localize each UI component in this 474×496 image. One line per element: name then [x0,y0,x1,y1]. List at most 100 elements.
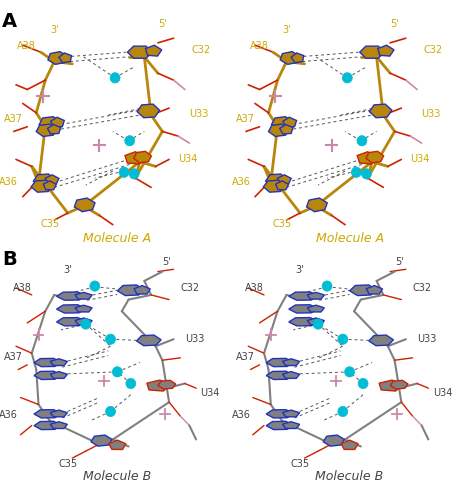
Polygon shape [50,422,67,429]
Polygon shape [50,410,67,417]
Text: C32: C32 [412,283,432,293]
Polygon shape [357,152,376,164]
Polygon shape [147,380,170,391]
Polygon shape [137,335,161,346]
Circle shape [119,167,129,178]
Text: 3': 3' [296,265,304,275]
Polygon shape [360,46,384,58]
Text: U34: U34 [433,388,452,398]
Text: A37: A37 [236,352,255,362]
Polygon shape [137,104,160,118]
Text: C35: C35 [40,219,59,229]
Polygon shape [272,117,292,130]
Polygon shape [91,435,112,446]
Polygon shape [266,359,293,367]
Polygon shape [283,410,300,417]
Circle shape [106,406,116,417]
Text: 5': 5' [390,19,399,29]
Circle shape [112,367,122,377]
Polygon shape [44,181,56,190]
Polygon shape [50,359,67,366]
Text: C35: C35 [291,459,310,469]
Text: 5': 5' [395,257,403,267]
Text: A37: A37 [236,114,255,124]
Polygon shape [283,359,300,366]
Polygon shape [369,335,393,346]
Polygon shape [280,52,300,64]
Polygon shape [323,435,345,446]
Polygon shape [56,305,86,313]
Polygon shape [289,305,318,313]
Polygon shape [34,359,61,367]
Text: 3': 3' [64,265,72,275]
Circle shape [322,281,332,291]
Polygon shape [378,45,394,56]
Polygon shape [75,305,92,312]
Polygon shape [34,410,61,418]
Polygon shape [390,380,408,389]
Circle shape [338,334,348,344]
Polygon shape [307,305,324,312]
Circle shape [125,135,135,146]
Polygon shape [39,117,60,130]
Polygon shape [264,180,285,192]
Polygon shape [283,372,300,378]
Polygon shape [366,286,383,294]
Text: A37: A37 [4,352,23,362]
Polygon shape [283,422,300,429]
Polygon shape [369,104,392,118]
Polygon shape [283,117,297,127]
Circle shape [110,73,120,83]
Text: A36: A36 [0,410,18,420]
Text: 3': 3' [282,25,291,35]
Polygon shape [128,46,152,58]
Polygon shape [265,174,287,187]
Polygon shape [34,371,61,379]
Text: A37: A37 [4,114,23,124]
Polygon shape [341,440,358,449]
Circle shape [90,281,100,291]
Polygon shape [109,440,126,449]
Text: C35: C35 [58,459,77,469]
Circle shape [357,135,367,146]
Circle shape [342,73,352,83]
Polygon shape [125,152,144,164]
Circle shape [351,167,361,178]
Polygon shape [289,317,318,326]
Polygon shape [74,198,95,212]
Text: U34: U34 [178,154,198,164]
Text: 5': 5' [163,257,171,267]
Text: U33: U33 [185,334,204,344]
Polygon shape [36,124,56,136]
Polygon shape [134,151,151,163]
Polygon shape [307,292,324,299]
Polygon shape [59,53,72,62]
Text: U33: U33 [189,109,209,119]
Polygon shape [307,318,324,325]
Polygon shape [268,124,289,136]
Polygon shape [118,285,144,296]
Polygon shape [366,151,383,163]
Polygon shape [75,318,92,325]
Text: Molecule A: Molecule A [83,232,151,245]
Polygon shape [34,421,61,430]
Text: U33: U33 [417,334,437,344]
Polygon shape [45,175,59,184]
Circle shape [106,334,116,344]
Text: Molecule B: Molecule B [316,470,383,483]
Polygon shape [289,292,318,300]
Text: C32: C32 [424,45,443,56]
Text: C35: C35 [273,219,292,229]
Polygon shape [56,317,86,326]
Text: B: B [2,250,17,269]
Text: A38: A38 [13,283,32,293]
Text: U33: U33 [421,109,441,119]
Circle shape [338,406,348,417]
Polygon shape [158,380,176,389]
Text: A36: A36 [232,410,250,420]
Text: C32: C32 [191,45,211,56]
Text: A: A [2,12,18,31]
Polygon shape [277,175,291,184]
Polygon shape [50,372,67,378]
Polygon shape [48,52,67,64]
